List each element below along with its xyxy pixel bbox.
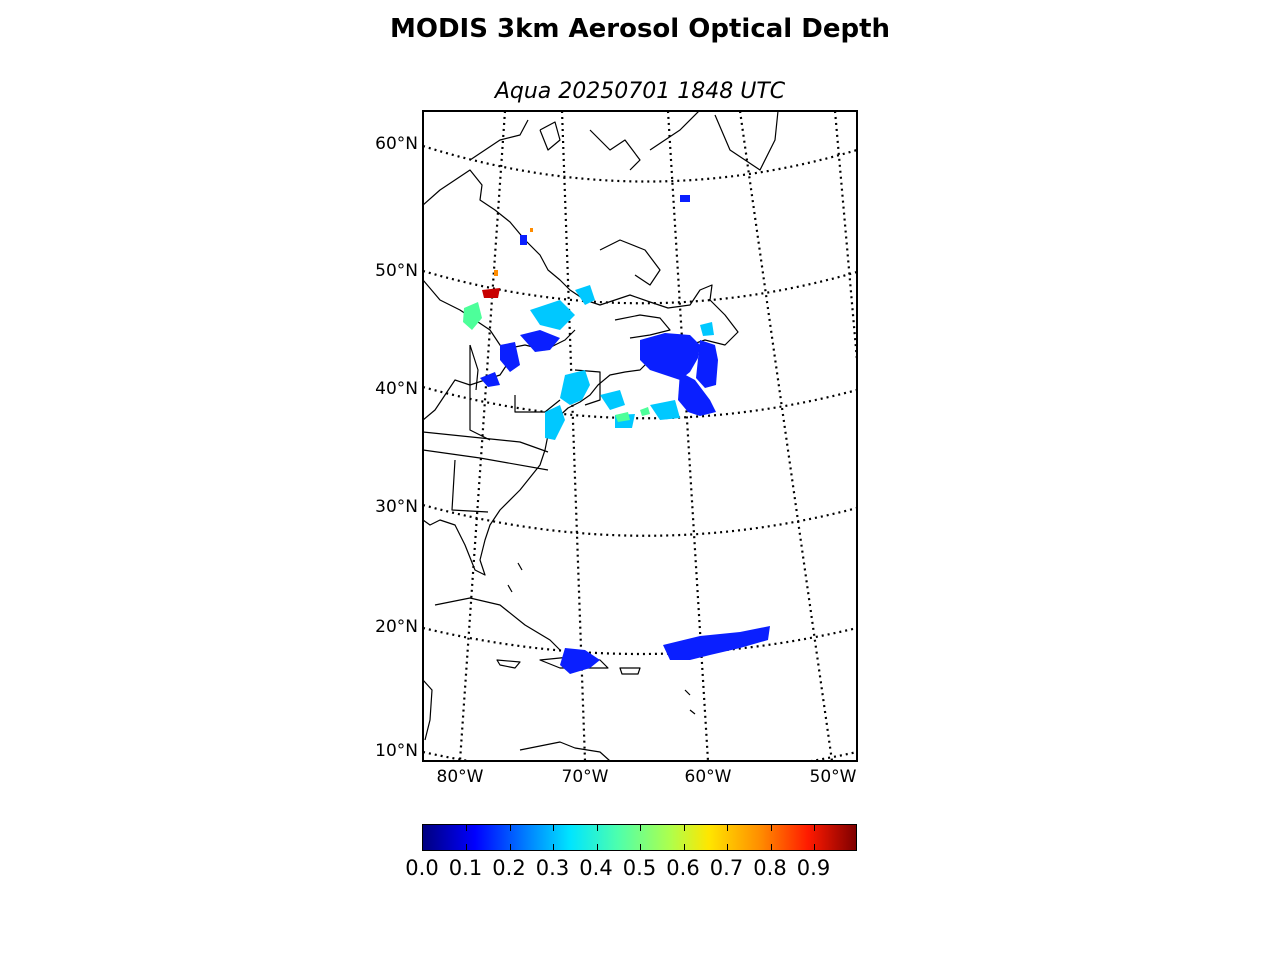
meridian-70w <box>560 111 587 761</box>
colorbar-tick <box>727 844 728 850</box>
colorbar-tick-label: 0.1 <box>448 856 483 880</box>
lon-label-50w: 50°W <box>809 767 857 787</box>
colorbar-tick <box>770 825 772 831</box>
aod-low-blue <box>480 195 770 674</box>
colorbar-tick-label: 0.5 <box>622 856 657 880</box>
colorbar-tick-label: 0.0 <box>405 856 439 880</box>
graticule-parallels <box>423 144 857 761</box>
parallel-60n <box>423 144 857 183</box>
colorbar-tick <box>727 825 728 831</box>
colorbar-tick-label: 0.2 <box>492 856 526 880</box>
lat-label-30n: 30°N <box>375 497 418 517</box>
aerosol-data <box>463 195 770 674</box>
chart-subtitle: Aqua 20250701 1848 UTC <box>494 79 786 104</box>
meridian-50w <box>738 111 834 761</box>
colorbar-tick <box>596 844 598 850</box>
colorbar-tick-label: 0.6 <box>666 856 700 880</box>
lat-label-20n: 20°N <box>375 617 418 637</box>
chart-title: MODIS 3km Aerosol Optical Depth <box>389 14 891 44</box>
aod-green <box>463 302 650 422</box>
lat-label-60n: 60°N <box>375 134 418 154</box>
map-frame <box>422 110 858 762</box>
colorbar-tick <box>466 825 467 831</box>
colorbar-tick-label: 0.8 <box>753 856 787 880</box>
colorbar-tick-label: 0.9 <box>796 856 831 880</box>
colorbar-tick-label: 0.4 <box>579 856 613 880</box>
colorbar-tick <box>683 844 685 850</box>
lon-label-70w: 70°W <box>561 767 609 787</box>
colorbar-tick <box>596 825 598 831</box>
lat-label-10n: 10°N <box>375 741 418 761</box>
colorbar-tick-label: 0.7 <box>709 856 744 880</box>
meridian-40w <box>833 111 857 361</box>
colorbar-tick <box>466 844 467 850</box>
colorbar <box>422 824 857 851</box>
colorbar-tick <box>683 825 685 831</box>
colorbar-tick <box>640 844 641 850</box>
lat-label-50n: 50°N <box>375 261 418 281</box>
aod-high-red <box>482 288 500 298</box>
colorbar-tick <box>553 844 554 850</box>
colorbar-tick <box>553 825 554 831</box>
meridian-60w <box>666 111 710 761</box>
lat-label-40n: 40°N <box>375 379 418 399</box>
colorbar-tick <box>640 825 641 831</box>
aod-orange <box>494 228 533 276</box>
colorbar-tick <box>814 825 815 831</box>
colorbar-tick-label: 0.3 <box>535 856 570 880</box>
lon-label-60w: 60°W <box>684 767 732 787</box>
graticule-meridians <box>458 111 857 761</box>
colorbar-tick <box>509 844 511 850</box>
parallel-50n <box>423 269 857 305</box>
colorbar-tick <box>814 844 815 850</box>
parallel-20n <box>423 626 857 656</box>
lon-label-80w: 80°W <box>436 767 484 787</box>
colorbar-tick <box>509 825 511 831</box>
coastlines <box>423 111 779 761</box>
parallel-40n <box>423 385 857 420</box>
colorbar-tick <box>770 844 772 850</box>
